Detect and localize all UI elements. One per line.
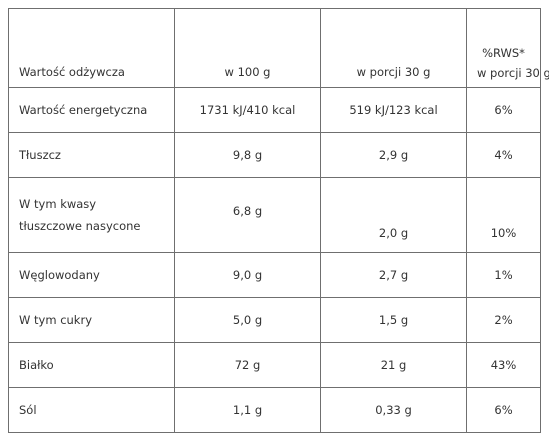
table-row-saturated-fat: W tym kwasy tłuszczowe nasycone 6,8 g 2,… <box>8 177 541 253</box>
value-per-100g: 1,1 g <box>174 387 321 433</box>
table-row-fat: Tłuszcz 9,8 g 2,9 g 4% <box>8 132 541 178</box>
nutrient-name: Sól <box>8 387 175 433</box>
nutrient-name: Węglowodany <box>8 252 175 298</box>
nutrient-name: W tym kwasy tłuszczowe nasycone <box>8 177 175 253</box>
value-rws: 6% <box>466 87 541 133</box>
nutrient-name-line2: tłuszczowe nasycone <box>19 219 141 233</box>
value-per-portion: 2,7 g <box>320 252 467 298</box>
header-nutrient: Wartość odżywcza <box>8 8 175 88</box>
value-rws: 4% <box>466 132 541 178</box>
value-per-100g: 1731 kJ/410 kcal <box>174 87 321 133</box>
header-per-100g: w 100 g <box>174 8 321 88</box>
nutrient-name: Wartość energetyczna <box>8 87 175 133</box>
value-per-100g: 5,0 g <box>174 297 321 343</box>
header-rws: %RWS* w porcji 30 g <box>466 8 549 88</box>
value-per-portion: 1,5 g <box>320 297 467 343</box>
header-per-portion: w porcji 30 g <box>320 8 467 88</box>
value-rws: 1% <box>466 252 541 298</box>
nutrition-table-wrapper: Wartość odżywcza w 100 g w porcji 30 g %… <box>8 8 549 433</box>
value-per-portion: 519 kJ/123 kcal <box>320 87 467 133</box>
value-per-portion: 0,33 g <box>320 387 467 433</box>
nutrient-name: W tym cukry <box>8 297 175 343</box>
table-row-carbohydrates: Węglowodany 9,0 g 2,7 g 1% <box>8 252 541 298</box>
value-per-100g: 9,8 g <box>174 132 321 178</box>
value-per-100g: 9,0 g <box>174 252 321 298</box>
value-rws: 2% <box>466 297 541 343</box>
nutrient-name-line1: W tym kwasy <box>19 197 97 211</box>
header-rws-line2: w porcji 30 g <box>477 66 549 80</box>
header-rws-line1: %RWS* <box>482 46 525 60</box>
nutrient-name: Białko <box>8 342 175 388</box>
table-row-salt: Sól 1,1 g 0,33 g 6% <box>8 387 541 433</box>
table-header-row: Wartość odżywcza w 100 g w porcji 30 g %… <box>8 8 549 88</box>
value-rws: 6% <box>466 387 541 433</box>
value-per-100g: 72 g <box>174 342 321 388</box>
table-row-energy: Wartość energetyczna 1731 kJ/410 kcal 51… <box>8 87 541 133</box>
table-row-protein: Białko 72 g 21 g 43% <box>8 342 541 388</box>
value-per-100g: 6,8 g <box>174 177 321 253</box>
value-per-portion: 21 g <box>320 342 467 388</box>
value-rws: 10% <box>466 177 541 253</box>
table-row-sugars: W tym cukry 5,0 g 1,5 g 2% <box>8 297 541 343</box>
value-per-portion: 2,0 g <box>320 177 467 253</box>
nutrition-table: Wartość odżywcza w 100 g w porcji 30 g %… <box>8 8 549 433</box>
value-rws: 43% <box>466 342 541 388</box>
value-per-portion: 2,9 g <box>320 132 467 178</box>
nutrient-name: Tłuszcz <box>8 132 175 178</box>
